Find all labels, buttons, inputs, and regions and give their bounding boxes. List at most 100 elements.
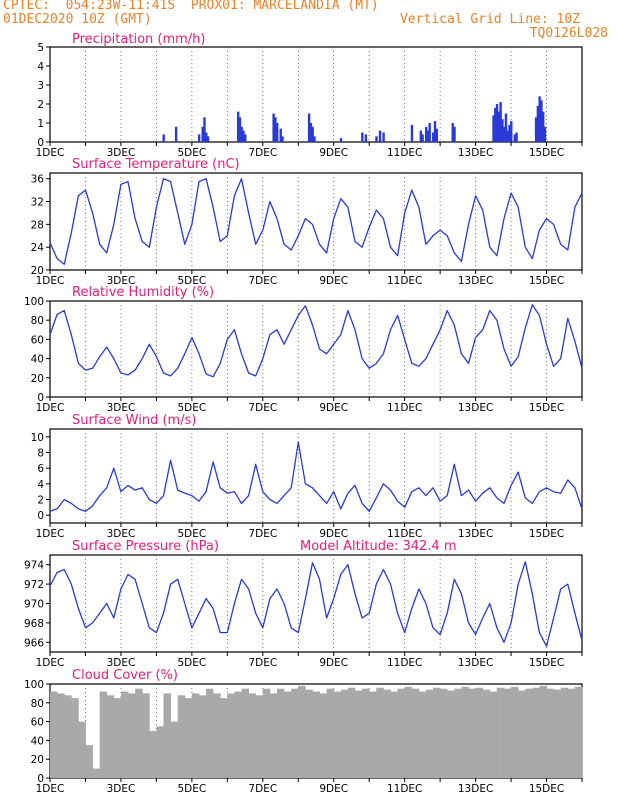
cloud-bar <box>553 689 562 778</box>
x-tick-label: 15DEC <box>529 402 564 414</box>
y-tick-label: 4 <box>37 61 44 73</box>
x-tick-label: 1DEC <box>36 147 65 159</box>
precip-bar <box>492 115 495 142</box>
cloud-bar <box>184 698 193 778</box>
y-tick-label: 20 <box>31 373 44 385</box>
x-tick-label: 1DEC <box>36 275 65 287</box>
cloud-bar <box>496 687 505 778</box>
panel-frame <box>49 300 583 398</box>
x-tick-label: 15DEC <box>529 657 564 669</box>
cloud-bar <box>397 688 406 778</box>
cloud-bar <box>418 691 427 778</box>
header-date: 01DEC2020 10Z (GMT) <box>3 12 152 27</box>
x-tick-label: 9DEC <box>319 147 348 159</box>
precip-bar <box>238 117 242 142</box>
cloud-bar <box>475 687 484 778</box>
x-tick-label: 13DEC <box>458 528 493 540</box>
precip-bar <box>272 113 275 142</box>
panel-title: Relative Humidity (%) <box>72 285 214 300</box>
cloud-bar <box>425 689 434 778</box>
x-tick-label: 11DEC <box>387 783 422 795</box>
cloud-bar <box>511 686 519 778</box>
y-tick-label: 10 <box>31 432 44 444</box>
cloud-bar <box>206 688 214 778</box>
precip-bar <box>364 134 368 142</box>
cloud-bar <box>404 686 413 778</box>
y-tick-label: 2 <box>37 99 44 111</box>
y-tick-label: 1 <box>37 118 44 130</box>
x-tick-label: 5DEC <box>177 402 206 414</box>
cloud-bar <box>120 691 129 778</box>
precip-bar <box>309 123 313 142</box>
cloud-bar <box>347 687 356 778</box>
precip-bar <box>244 134 247 142</box>
precip-bar <box>307 113 311 142</box>
x-tick-label: 13DEC <box>458 147 493 159</box>
precip-bar <box>432 132 435 142</box>
precip-bar <box>426 130 430 142</box>
x-tick-label: 5DEC <box>177 275 206 287</box>
x-tick-label: 13DEC <box>458 657 493 669</box>
y-tick-label: 24 <box>31 242 45 254</box>
precip-bar <box>242 130 245 142</box>
precip-bar <box>494 107 497 142</box>
x-tick-label: 7DEC <box>248 528 277 540</box>
cloud-bar <box>284 691 292 778</box>
y-tick-label: 6 <box>37 463 44 475</box>
cloud-bar <box>71 698 79 778</box>
precip-bar <box>197 134 201 142</box>
panel-title: Surface Pressure (hPa) <box>72 539 219 554</box>
x-tick-label: 15DEC <box>529 147 564 159</box>
x-tick-label: 11DEC <box>387 657 422 669</box>
cloud-bar <box>305 689 313 778</box>
cloud-bar <box>85 745 93 778</box>
precip-bar <box>536 105 540 142</box>
x-tick-label: 15DEC <box>529 528 564 540</box>
cloud-bar <box>78 721 86 778</box>
cloud-bar <box>255 695 264 778</box>
y-tick-label: 0 <box>37 392 44 404</box>
precip-bar <box>203 117 206 142</box>
precip-bar <box>201 126 204 142</box>
cloud-bar <box>532 687 540 778</box>
precip-bar <box>279 128 282 142</box>
cloud-bar <box>57 693 65 778</box>
x-tick-label: 3DEC <box>107 147 136 159</box>
precip-bar <box>540 100 543 142</box>
cloud-bar <box>234 691 242 778</box>
cloud-bar <box>50 691 58 778</box>
x-tick-label: 3DEC <box>107 657 136 669</box>
header-grid-note: Vertical Grid Line: 10Z <box>399 12 580 27</box>
precip-bar <box>501 119 504 142</box>
cloud-bar <box>376 687 384 778</box>
cloud-bar <box>560 687 569 778</box>
precip-bar <box>424 126 428 142</box>
cloud-bar <box>312 691 320 778</box>
cloud-bar <box>326 688 335 778</box>
y-tick-label: 974 <box>24 560 44 572</box>
cloud-bar <box>128 693 136 778</box>
precip-bar <box>240 126 243 142</box>
panel-title: Precipitation (mm/h) <box>72 32 205 47</box>
panel-frame <box>49 172 583 271</box>
precip-bar <box>543 126 547 142</box>
y-tick-label: 80 <box>31 698 44 710</box>
cloud-bar <box>567 688 576 778</box>
y-tick-label: 966 <box>24 637 44 649</box>
x-tick-label: 5DEC <box>177 147 206 159</box>
y-tick-label: 0 <box>37 510 44 522</box>
cloud-bar <box>482 689 491 778</box>
y-tick-label: 60 <box>31 717 44 729</box>
x-tick-label: 3DEC <box>107 783 136 795</box>
series-line <box>49 561 583 647</box>
precip-bar <box>281 136 284 142</box>
cloud-bar <box>64 695 72 778</box>
panel-title: Surface Temperature (nC) <box>72 157 240 172</box>
y-tick-label: 100 <box>24 679 44 691</box>
x-tick-label: 13DEC <box>458 402 493 414</box>
x-tick-label: 13DEC <box>458 783 493 795</box>
y-tick-label: 2 <box>37 495 44 507</box>
cloud-bar <box>525 688 533 778</box>
cloud-bar <box>574 688 583 778</box>
x-tick-label: 9DEC <box>319 783 348 795</box>
